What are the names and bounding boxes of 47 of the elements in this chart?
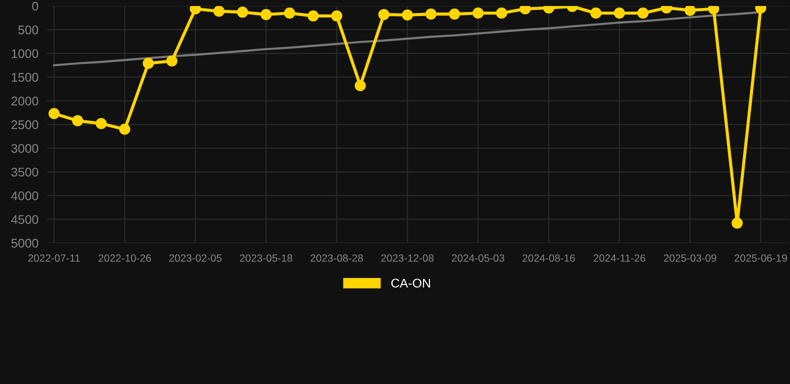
point [425,8,437,20]
point [331,10,342,22]
x-tick-label: 2023-08-28 [310,254,363,262]
x-tick-label: 2022-10-26 [98,254,151,262]
y-tick-label: 500 [18,26,38,34]
y-tick-label: 2000 [11,96,38,106]
point [378,8,390,20]
point [284,8,296,19]
x-tick-label: 2025-03-09 [664,254,716,262]
x-tick-label: 2025-06-19 [734,254,787,262]
y-tick-label: 3000 [11,144,38,153]
point [142,58,154,69]
y-tick-label: 3500 [11,168,38,177]
y-tick-label: 0 [32,2,38,11]
point [354,80,366,92]
point [614,8,625,19]
point [213,6,225,17]
y-tick-label: 1500 [12,72,38,82]
y-tick-label: 4000 [11,191,38,200]
point [496,8,508,19]
point [402,9,413,21]
x-tick-label: 2022-07-11 [28,254,80,262]
point [308,10,319,22]
y-tick-label: 4500 [11,215,38,224]
x-tick-label: 2023-05-18 [240,254,292,262]
legend-label: CA-ON [391,278,430,288]
y-tick-label: 2500 [11,120,38,130]
x-tick-label: 2023-12-08 [381,254,434,262]
point [590,8,602,19]
point [472,8,484,19]
x-tick-label: 2024-08-16 [522,254,575,262]
point [48,108,60,120]
x-tick-label: 2024-11-26 [594,254,646,262]
point [684,6,696,16]
y-tick-label: 5000 [11,238,38,248]
y-tick-label: 1000 [12,49,38,58]
x-tick-label: 2023-02-05 [169,254,222,262]
x-tick-label: 2024-05-03 [452,254,504,262]
point [637,8,649,19]
point [96,118,107,130]
point [119,124,130,135]
point [732,218,743,229]
point [166,55,178,67]
point [448,8,460,20]
point [236,6,248,18]
point [260,8,272,20]
point [72,115,84,126]
